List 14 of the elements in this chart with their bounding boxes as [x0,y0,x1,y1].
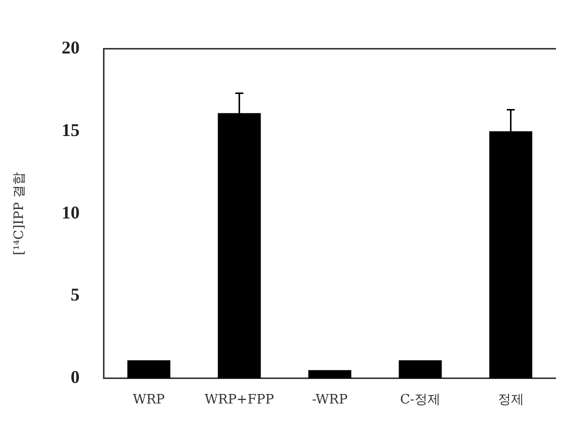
y-tick-label: 10 [62,202,80,222]
bar [308,370,352,378]
x-tick-label: WRP [132,392,166,408]
y-tick-label: 20 [62,37,80,58]
x-tick-label: C-정제 [400,392,440,408]
x-tick-label: WRP+FPP [204,392,274,408]
x-tick-label: -WRP [312,392,348,408]
y-tick-label: 15 [62,120,80,140]
y-axis-title: [¹⁴C]IPP 결합 [12,172,28,256]
y-tick-label: 0 [70,367,80,388]
x-tick-label: 정제 [498,392,524,408]
bar [398,360,442,378]
y-tick-label: 5 [70,284,80,305]
bar [127,360,170,378]
